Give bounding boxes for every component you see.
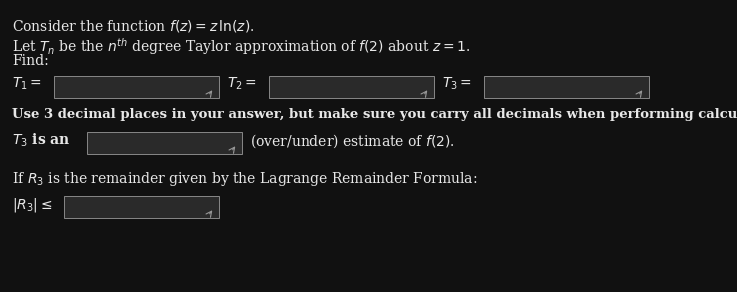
- Text: Find:: Find:: [12, 54, 49, 68]
- Text: $|R_3| \leq$: $|R_3| \leq$: [12, 196, 52, 214]
- Text: (over/under) estimate of $f(2)$.: (over/under) estimate of $f(2)$.: [250, 132, 455, 150]
- FancyBboxPatch shape: [64, 196, 219, 218]
- Text: Use 3 decimal places in your answer, but make sure you carry all decimals when p: Use 3 decimal places in your answer, but…: [12, 108, 737, 121]
- Text: Consider the function $f(z) = z\,\ln(z)$.: Consider the function $f(z) = z\,\ln(z)$…: [12, 18, 254, 34]
- Text: $T_2 =$: $T_2 =$: [227, 76, 257, 92]
- FancyBboxPatch shape: [87, 132, 242, 154]
- Text: If $R_3$ is the remainder given by the Lagrange Remainder Formula:: If $R_3$ is the remainder given by the L…: [12, 170, 478, 188]
- Text: $T_1 =$: $T_1 =$: [12, 76, 42, 92]
- FancyBboxPatch shape: [269, 76, 434, 98]
- Text: $T_3 =$: $T_3 =$: [442, 76, 472, 92]
- Text: Let $T_n$ be the $n^{th}$ degree Taylor approximation of $f(2)$ about $z = 1$.: Let $T_n$ be the $n^{th}$ degree Taylor …: [12, 36, 470, 57]
- FancyBboxPatch shape: [484, 76, 649, 98]
- Text: $T_3$ is an: $T_3$ is an: [12, 132, 71, 150]
- FancyBboxPatch shape: [54, 76, 219, 98]
